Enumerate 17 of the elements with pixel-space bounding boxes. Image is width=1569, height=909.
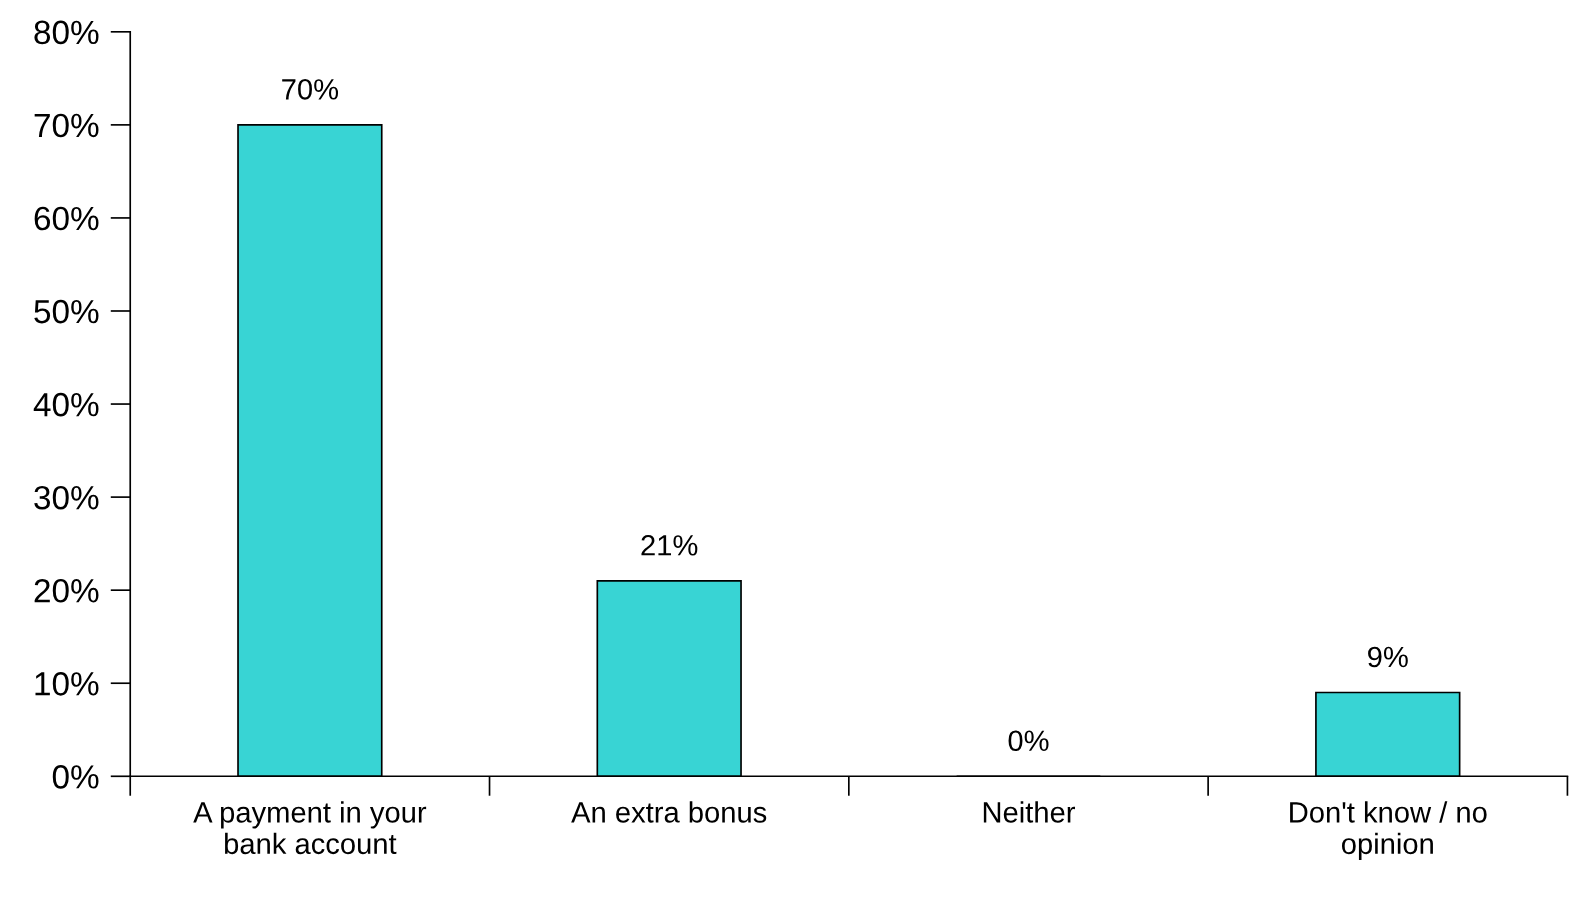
data-label: 9% [1368, 646, 1408, 668]
y-tick-label: 10% [35, 672, 99, 696]
y-tick-label: 20% [34, 578, 99, 603]
y-tick-label: 40% [33, 392, 99, 417]
data-label: 21% [641, 535, 698, 556]
data-label: 0% [1008, 730, 1049, 752]
y-tick-label: 70% [34, 113, 99, 138]
y-tick-label: 80% [34, 20, 99, 45]
x-tick-label: An extra bonus [571, 801, 767, 823]
y-tick-label: 30% [34, 485, 99, 510]
x-tick-label: Don't know / no opinion [1290, 801, 1487, 860]
x-tick-label: A payment in your bank account [193, 801, 427, 855]
y-tick-label: 60% [34, 206, 99, 231]
y-tick-label: 0% [52, 765, 99, 789]
y-tick-label: 50% [34, 299, 99, 324]
x-tick-label: Neither [983, 801, 1076, 823]
data-label: 70% [282, 79, 339, 100]
